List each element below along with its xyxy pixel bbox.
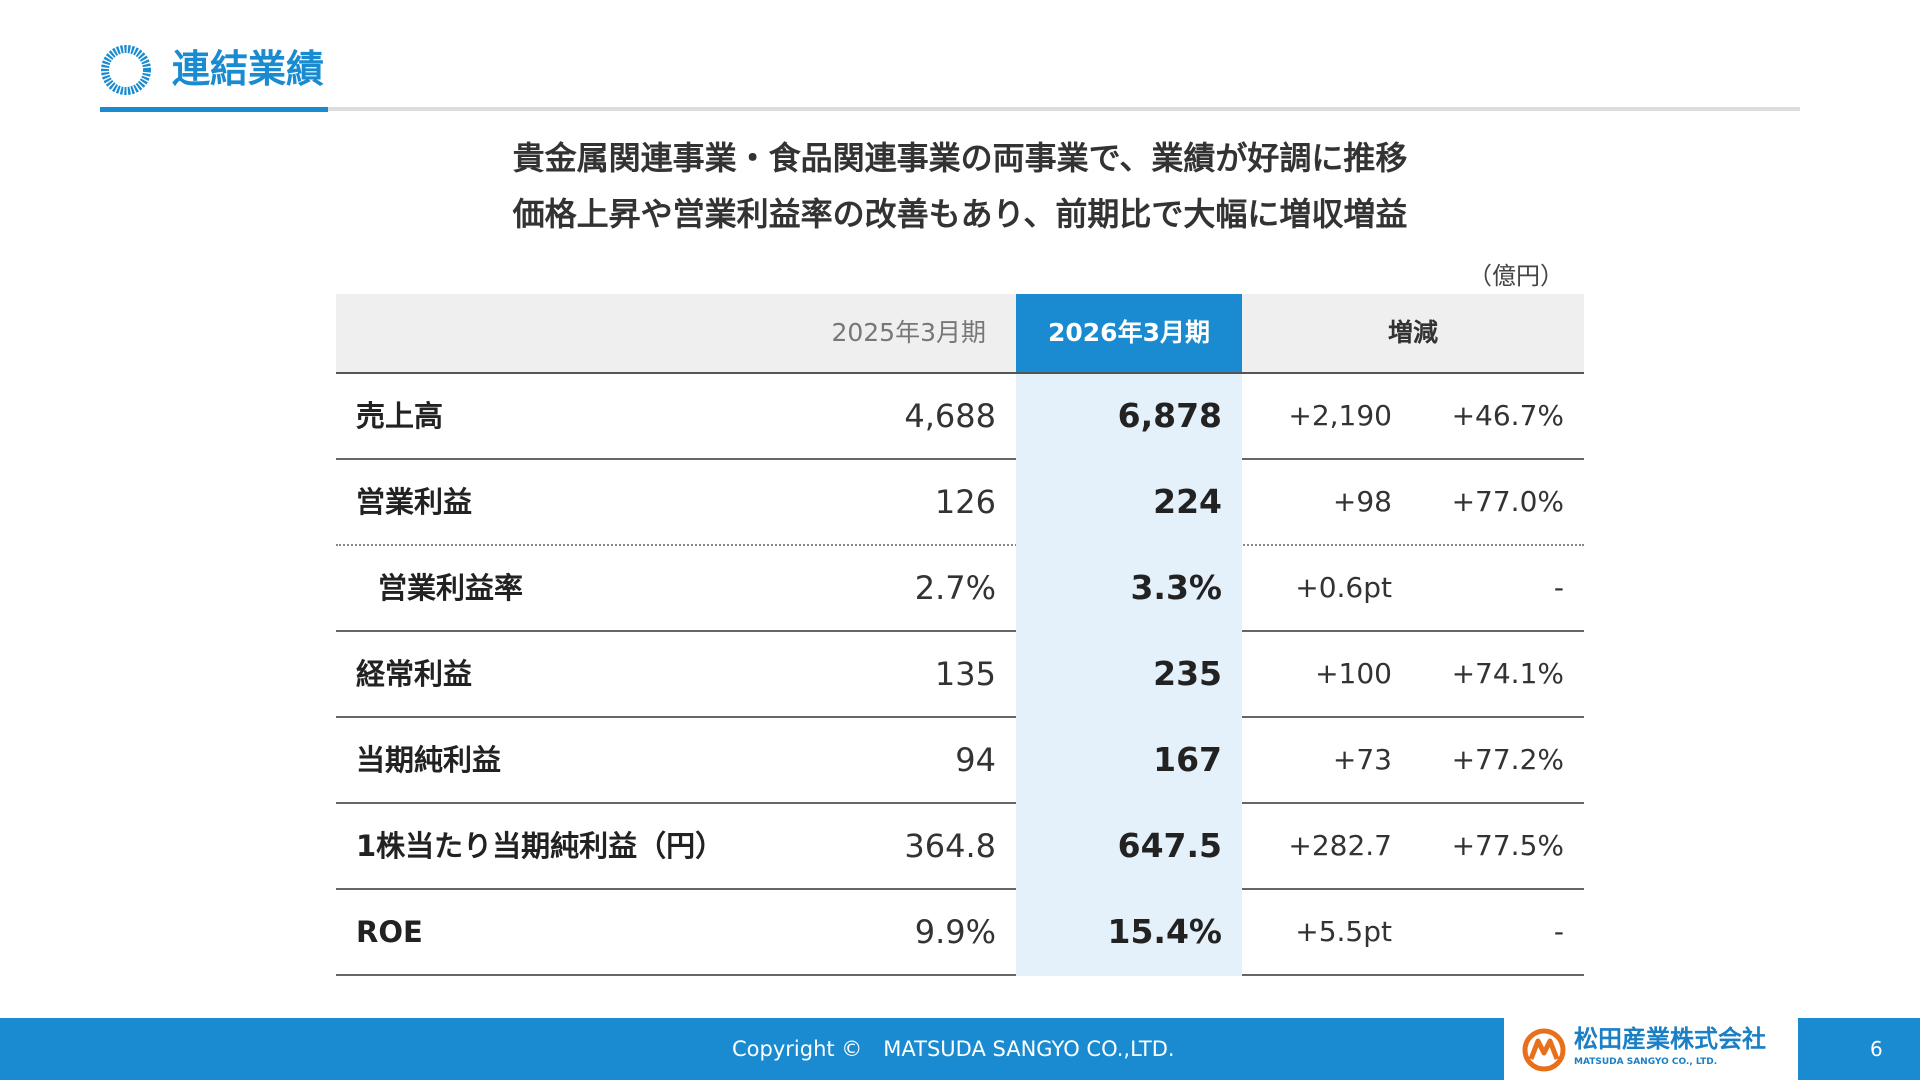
prev-value: 94: [955, 741, 996, 779]
table-row: 営業利益 126 224 +98 +77.0%: [336, 460, 1584, 546]
change-value: +2,190: [1288, 399, 1392, 432]
ring-icon: [101, 45, 151, 95]
current-value: 6,878: [1117, 396, 1222, 435]
prev-value: 126: [934, 483, 996, 521]
current-value: 647.5: [1117, 826, 1222, 865]
change-value: +100: [1315, 657, 1392, 690]
table-row: 1株当たり当期純利益（円） 364.8 647.5 +282.7 +77.5%: [336, 804, 1584, 890]
change-percent: +46.7%: [1451, 399, 1564, 432]
page-number: 6: [1870, 1037, 1883, 1061]
table-row: 経常利益 135 235 +100 +74.1%: [336, 632, 1584, 718]
header-current-period: 2026年3月期: [1016, 294, 1242, 372]
header-change: 増減: [1387, 318, 1438, 347]
table-row: 売上高 4,688 6,878 +2,190 +46.7%: [336, 374, 1584, 460]
header-accent-bar: [100, 107, 328, 112]
headline-line-2: 価格上昇や営業利益率の改善もあり、前期比で大幅に増収増益: [512, 195, 1408, 233]
results-table: 2025年3月期 2026年3月期 増減 売上高 4,688 6,878 +2,…: [336, 294, 1584, 976]
header-prev-period: 2025年3月期: [831, 318, 986, 347]
row-label: ROE: [356, 915, 423, 949]
change-percent: +74.1%: [1451, 657, 1564, 690]
header-divider: [100, 107, 1800, 111]
copyright-text: Copyright © MATSUDA SANGYO CO.,LTD.: [732, 1037, 1175, 1061]
current-value: 167: [1153, 740, 1222, 779]
change-percent: +77.5%: [1451, 829, 1564, 862]
row-label: 1株当たり当期純利益（円）: [356, 829, 725, 863]
table-header: 2025年3月期 2026年3月期 増減: [336, 294, 1584, 374]
current-value: 3.3%: [1130, 568, 1222, 607]
current-value: 224: [1153, 482, 1222, 521]
change-percent: -: [1553, 571, 1564, 604]
current-value: 235: [1153, 654, 1222, 693]
change-value: +73: [1332, 743, 1392, 776]
prev-value: 364.8: [904, 827, 996, 865]
headline-line-1: 貴金属関連事業・食品関連事業の両事業で、業績が好調に推移: [512, 139, 1408, 177]
prev-value: 135: [934, 655, 996, 693]
company-logo: 松田産業株式会社 MATSUDA SANGYO CO., LTD.: [1504, 1018, 1798, 1080]
footer-bar: Copyright © MATSUDA SANGYO CO.,LTD. 松田産業…: [0, 1018, 1920, 1080]
prev-value: 9.9%: [914, 913, 996, 951]
change-value: +98: [1332, 485, 1392, 518]
table-row: 当期純利益 94 167 +73 +77.2%: [336, 718, 1584, 804]
logo-company-name: 松田産業株式会社: [1574, 1025, 1766, 1053]
prev-value: 2.7%: [914, 569, 996, 607]
row-label: 営業利益: [356, 485, 473, 519]
matsuda-logo-icon: [1522, 1028, 1566, 1072]
change-percent: -: [1553, 915, 1564, 948]
table-row: 営業利益率 2.7% 3.3% +0.6pt -: [336, 546, 1584, 632]
page-title: 連結業績: [172, 47, 325, 91]
row-label: 経常利益: [356, 657, 473, 691]
change-value: +0.6pt: [1295, 571, 1392, 604]
change-percent: +77.2%: [1451, 743, 1564, 776]
unit-label: （億円）: [1468, 262, 1564, 290]
row-label: 営業利益率: [378, 571, 524, 605]
prev-value: 4,688: [904, 397, 996, 435]
row-label: 当期純利益: [356, 743, 502, 777]
change-percent: +77.0%: [1451, 485, 1564, 518]
current-value: 15.4%: [1107, 912, 1223, 951]
change-value: +282.7: [1288, 829, 1392, 862]
table-row: ROE 9.9% 15.4% +5.5pt -: [336, 890, 1584, 976]
change-value: +5.5pt: [1295, 915, 1392, 948]
logo-company-name-en: MATSUDA SANGYO CO., LTD.: [1574, 1057, 1718, 1067]
row-label: 売上高: [356, 399, 444, 433]
